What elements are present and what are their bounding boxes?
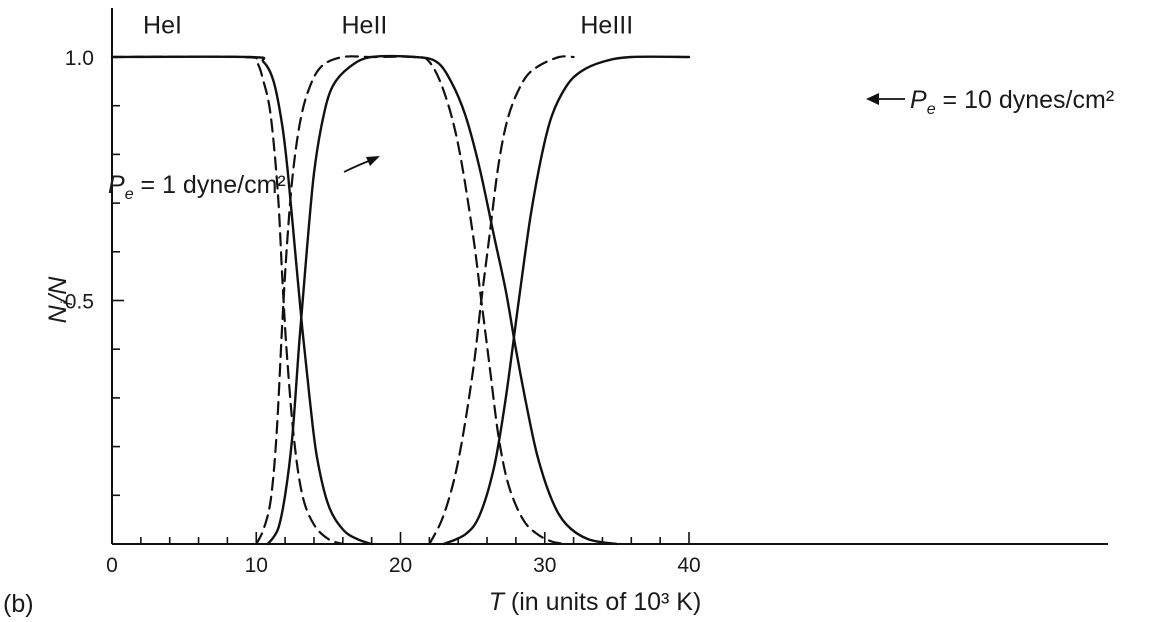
region-labels: HeI HeII HeIII (143, 12, 633, 40)
y-axis-label: Ni/N (44, 276, 76, 324)
annotation-pe-1-arrowhead (366, 156, 380, 166)
x-axis-label: T (in units of 10³ K) (489, 588, 702, 616)
region-label-heii: HeII (342, 12, 388, 40)
x-tick-label-40: 40 (677, 554, 700, 577)
curve-dashed-3 (428, 55, 575, 546)
x-tick-label-10: 10 (245, 554, 268, 577)
curve-dashed-1 (110, 55, 344, 546)
region-label-heiii: HeIII (580, 12, 633, 40)
ticks: 0.5 1.0 0 10 20 30 40 (65, 47, 701, 577)
y-axis-label-sub: i (59, 301, 76, 305)
annotation-pe-10-rest: = 10 dynes/cm² (936, 86, 1115, 114)
x-axis-label-var: T (489, 588, 506, 616)
panel-label: (b) (3, 590, 34, 618)
annotation-pe-10-var: P (910, 86, 927, 114)
curve-solid-1 (110, 55, 373, 546)
x-axis-label-rest: (in units of 10³ K) (504, 588, 701, 616)
y-axis-label-var: N (44, 304, 72, 323)
annotation-pe-10-arrowhead (866, 93, 879, 105)
y-tick-label-1.0: 1.0 (65, 47, 94, 70)
annotation-pe-10-label: Pe = 10 dynes/cm² (910, 86, 1114, 118)
curves (110, 54, 691, 546)
x-tick-label-20: 20 (389, 554, 412, 577)
region-label-hei: HeI (143, 12, 182, 40)
axes: 0.5 1.0 0 10 20 30 40 (65, 8, 1108, 577)
curve-solid-2 (266, 54, 619, 546)
annotation-pe-1-rest: = 1 dyne/cm² (134, 171, 286, 199)
y-axis-label-rest: /N (44, 276, 72, 304)
annotation-pe-1-var: P (108, 171, 125, 199)
x-tick-label-0: 0 (106, 554, 118, 577)
annotation-pe-10-sub: e (927, 101, 936, 118)
curve-solid-3 (442, 55, 691, 546)
annotation-pe-1: Pe = 1 dyne/cm² (108, 156, 380, 203)
x-tick-label-30: 30 (533, 554, 556, 577)
y-tick-label-0.5: 0.5 (65, 291, 94, 314)
annotation-pe-10: Pe = 10 dynes/cm² (866, 86, 1114, 118)
annotation-pe-1-label: Pe = 1 dyne/cm² (108, 171, 286, 203)
annotation-pe-1-sub: e (125, 186, 134, 203)
